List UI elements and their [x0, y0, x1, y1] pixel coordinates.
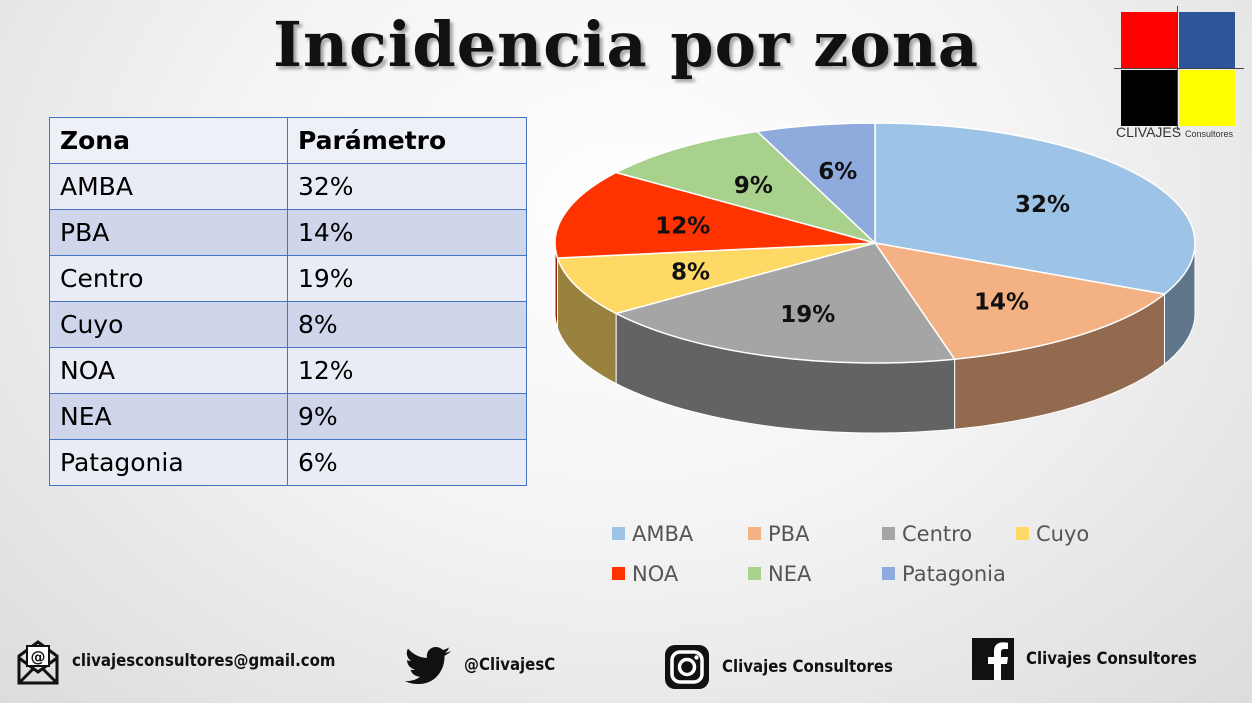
legend-item-noa: NOA	[612, 562, 678, 586]
table-header-row: Zona Parámetro	[49, 117, 527, 164]
pie-label-cuyo: 8%	[671, 259, 710, 285]
table-cell-value: 19%	[287, 255, 527, 302]
table-cell-zone: NOA	[49, 347, 288, 394]
pie-label-pba: 14%	[974, 289, 1029, 315]
footer-email-text: clivajesconsultores@gmail.com	[72, 651, 336, 671]
table-cell-zone: Centro	[49, 255, 288, 302]
pie-label-noa: 12%	[655, 214, 710, 240]
legend-item-centro: Centro	[882, 522, 972, 546]
legend-label: NOA	[632, 562, 679, 586]
instagram-icon	[665, 645, 709, 689]
pie-slice-cuyo	[556, 242, 876, 315]
pie-label-patagonia: 6%	[818, 159, 857, 185]
pie-slice-centro	[614, 242, 956, 364]
pie-label-amba: 32%	[1015, 192, 1070, 218]
logo-caption: CLIVAJES Consultores	[1116, 124, 1246, 140]
footer-twitter[interactable]: @ClivajesC	[404, 646, 568, 684]
logo-black-square	[1121, 70, 1177, 126]
table-cell-value: 32%	[287, 163, 527, 210]
table-row: NOA 12%	[49, 347, 527, 394]
legend-swatch	[882, 567, 895, 580]
footer: @ clivajesconsultores@gmail.com @Clivaje…	[0, 630, 1252, 703]
table-row: Centro 19%	[49, 255, 527, 302]
table-cell-value: 6%	[287, 439, 527, 486]
legend-swatch	[1016, 527, 1029, 540]
footer-instagram[interactable]: Clivajes Consultores	[664, 644, 916, 690]
page-title: Incidencia por zona	[272, 8, 980, 81]
table-header-zona: Zona	[49, 117, 288, 164]
footer-email[interactable]: @ clivajesconsultores@gmail.com	[16, 636, 371, 686]
legend-swatch	[748, 567, 761, 580]
table-row: NEA 9%	[49, 393, 527, 440]
legend-label: Patagonia	[902, 562, 1006, 586]
facebook-icon	[972, 638, 1014, 680]
table-cell-zone: AMBA	[49, 163, 288, 210]
footer-twitter-text: @ClivajesC	[464, 655, 556, 675]
logo-blue-square	[1179, 12, 1235, 68]
legend-item-cuyo: Cuyo	[1016, 522, 1089, 546]
logo-yellow-square	[1179, 70, 1235, 126]
pie-slice-noa	[554, 171, 876, 259]
logo-sub: Consultores	[1185, 129, 1234, 139]
table-cell-zone: NEA	[49, 393, 288, 440]
legend-label: PBA	[768, 522, 810, 546]
legend-swatch	[612, 527, 625, 540]
pie-slice-pba	[873, 241, 1167, 360]
pie-slice-patagonia	[755, 122, 876, 245]
legend-item-pba: PBA	[748, 522, 809, 546]
footer-facebook[interactable]: Clivajes Consultores	[972, 638, 1220, 680]
table-cell-value: 12%	[287, 347, 527, 394]
legend-item-amba: AMBA	[612, 522, 693, 546]
legend-label: NEA	[768, 562, 812, 586]
table-row: Patagonia 6%	[49, 439, 527, 486]
footer-instagram-text: Clivajes Consultores	[722, 657, 893, 677]
legend-item-nea: NEA	[748, 562, 811, 586]
legend-swatch	[882, 527, 895, 540]
zone-table: Zona Parámetro AMBA 32% PBA 14% Centro 1…	[49, 117, 527, 486]
legend-label: AMBA	[632, 522, 694, 546]
email-icon: @	[17, 640, 59, 685]
table-header-parametro: Parámetro	[287, 117, 527, 164]
table-cell-value: 9%	[287, 393, 527, 440]
logo-red-square	[1121, 12, 1177, 68]
table-row: PBA 14%	[49, 209, 527, 256]
pie-label-nea: 9%	[734, 173, 773, 199]
table-row: Cuyo 8%	[49, 301, 527, 348]
pie-chart: 32% 14% 19% 8% 12% 9% 6%	[554, 122, 1196, 434]
pie-label-centro: 19%	[780, 302, 835, 328]
pie-slice-nea	[614, 130, 876, 244]
table-cell-zone: Patagonia	[49, 439, 288, 486]
footer-facebook-text: Clivajes Consultores	[1026, 649, 1197, 669]
logo: CLIVAJES Consultores	[1114, 6, 1244, 146]
table-cell-value: 14%	[287, 209, 527, 256]
logo-brand: CLIVAJES	[1116, 124, 1182, 140]
legend-label: Cuyo	[1036, 522, 1090, 546]
legend-swatch	[612, 567, 625, 580]
table-cell-value: 8%	[287, 301, 527, 348]
table-cell-zone: Cuyo	[49, 301, 288, 348]
pie-slice-amba	[874, 122, 1196, 295]
table-cell-zone: PBA	[49, 209, 288, 256]
svg-text:@: @	[31, 648, 46, 666]
twitter-icon	[405, 647, 451, 684]
table-row: AMBA 32%	[49, 163, 527, 210]
legend-item-patagonia: Patagonia	[882, 562, 1006, 586]
logo-horizontal-line	[1114, 68, 1244, 69]
legend-swatch	[748, 527, 761, 540]
legend-label: Centro	[902, 522, 973, 546]
